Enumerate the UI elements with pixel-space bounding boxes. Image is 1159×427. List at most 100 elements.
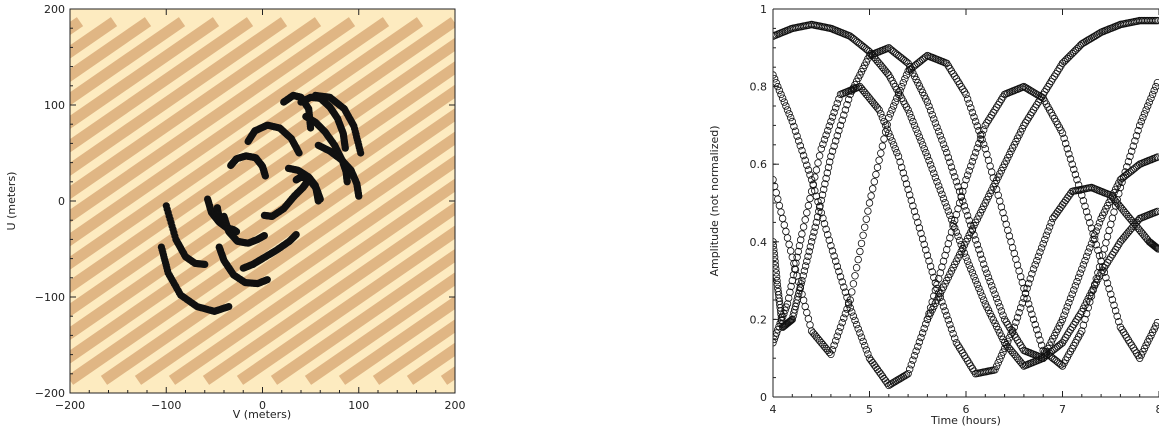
amplitude-point: [928, 110, 936, 119]
amplitude-point: [825, 236, 833, 244]
amplitude-point: [967, 162, 975, 170]
amplitude-point: [1057, 203, 1065, 211]
amplitude-point: [988, 168, 996, 176]
amplitude-point: [856, 71, 864, 79]
amplitude-point: [832, 257, 840, 265]
amplitude-point: [1036, 248, 1044, 256]
amplitude-point: [1049, 75, 1057, 83]
amplitude-point: [832, 104, 840, 112]
amplitude-point: [1073, 277, 1081, 286]
amplitude-point: [1115, 318, 1123, 326]
amplitude-point: [1079, 196, 1088, 205]
uv-point: [263, 276, 271, 284]
amplitude-point: [944, 207, 952, 215]
uv-point: [201, 260, 209, 268]
amplitude-point: [894, 152, 903, 161]
amplitude-point: [877, 149, 885, 157]
amplitude-point: [902, 371, 911, 379]
amplitude-point: [811, 223, 819, 231]
amplitude-point: [796, 142, 804, 150]
amplitude-point: [836, 273, 845, 281]
amp-xlabel: Time (hours): [930, 414, 1001, 427]
uv-tracks: [157, 91, 365, 315]
amplitude-point: [1058, 315, 1067, 324]
amplitude-point: [978, 255, 986, 263]
amplitude-point: [791, 265, 799, 273]
amplitude-point: [996, 303, 1004, 311]
amplitude-point: [1073, 175, 1081, 184]
amplitude-point: [1037, 244, 1046, 252]
amplitude-point: [1092, 240, 1100, 249]
amplitude-point: [832, 137, 840, 145]
amplitude-point: [1124, 157, 1133, 166]
amplitude-point: [1045, 223, 1054, 231]
amplitude-point: [1103, 279, 1112, 287]
amplitude-point: [906, 110, 914, 118]
amplitude-point: [1131, 137, 1139, 145]
amplitude-point: [1060, 311, 1068, 319]
amplitude-point: [1126, 152, 1134, 161]
amplitude-point: [971, 117, 980, 126]
amplitude-point: [951, 224, 959, 232]
amplitude-point: [867, 356, 875, 365]
amplitude-point: [922, 246, 930, 254]
amplitude-point: [812, 166, 821, 174]
amplitude-point: [928, 165, 936, 173]
amplitude-point: [830, 142, 838, 150]
amplitude-point: [1004, 337, 1012, 346]
amplitude-point: [828, 247, 837, 255]
amplitude-point: [1086, 218, 1094, 227]
amplitude-point: [800, 267, 809, 275]
amplitude-point: [795, 137, 803, 145]
uv-coverage-chart: −200 −100 0 100 200 −200 −100 0 100 200 V (meters…: [5, 3, 466, 421]
amplitude-point: [798, 146, 806, 155]
uv-point: [355, 192, 363, 200]
amplitude-point: [830, 108, 838, 117]
amplitude-point: [774, 326, 782, 334]
amplitude-point: [920, 144, 928, 153]
amplitude-point: [994, 359, 1002, 367]
amplitude-point: [798, 276, 806, 285]
amplitude-point: [962, 253, 970, 261]
amplitude-point: [983, 196, 991, 204]
amplitude-point: [810, 228, 818, 236]
amplitude-point: [914, 129, 922, 137]
amplitude-point: [968, 269, 977, 277]
amplitude-point: [773, 75, 779, 83]
amplitude-point: [848, 288, 856, 296]
amplitude-point: [1118, 178, 1126, 186]
amplitude-point: [1153, 244, 1159, 252]
amplitude-point: [975, 284, 983, 293]
y-tick-label: 1: [760, 3, 767, 16]
uv-point: [357, 149, 365, 157]
x-tick-label: −100: [151, 399, 181, 412]
x-tick-label: 8: [1156, 403, 1159, 416]
amplitude-point: [1089, 229, 1097, 238]
amplitude-point: [840, 111, 848, 119]
fringe-stripe: [70, 84, 455, 364]
amplitude-point: [827, 152, 835, 161]
amplitude-point: [967, 265, 975, 273]
fringe-stripe: [70, 17, 390, 247]
amplitude-point: [773, 335, 778, 344]
amplitude-point: [880, 117, 888, 126]
amplitude-point: [968, 108, 977, 117]
fringe-stripe: [70, 17, 254, 153]
amplitude-point: [915, 133, 924, 141]
amplitude-point: [997, 203, 1006, 211]
amplitude-point: [1154, 245, 1159, 253]
amplitude-point: [1152, 82, 1159, 91]
amplitude-point: [980, 260, 988, 268]
amplitude-point: [806, 242, 815, 251]
amplitude-point: [952, 177, 961, 186]
amplitude-point: [807, 187, 816, 196]
amplitude-point: [918, 88, 927, 97]
amplitude-point: [1044, 227, 1052, 235]
amp-ylabel: Amplitude (not normalized): [708, 125, 721, 276]
fringe-stripe: [168, 178, 455, 385]
amplitude-point: [915, 224, 924, 232]
amplitude-point: [986, 277, 994, 286]
amplitude-point: [823, 169, 831, 177]
amplitude-point: [1153, 153, 1159, 161]
amplitude-point: [920, 240, 928, 249]
